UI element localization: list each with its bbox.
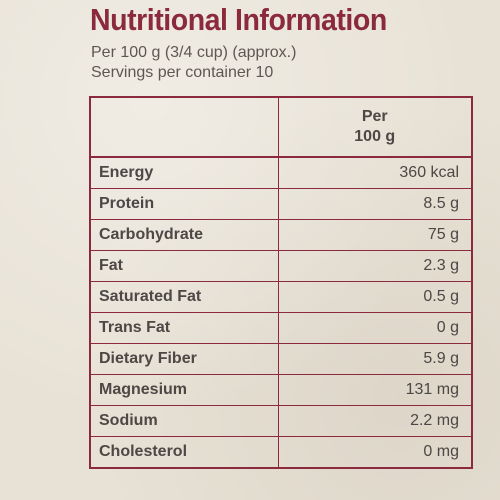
nutrition-title: Nutritional Information	[90, 2, 387, 37]
nutrient-value: 0 mg	[277, 436, 473, 469]
nutrient-value: 360 kcal	[277, 156, 473, 189]
table-row: Cholesterol 0 mg	[89, 436, 473, 469]
nutrition-table: Per 100 g Energy 360 kcal Protein 8.5 g …	[89, 96, 473, 469]
table-row: Protein 8.5 g	[89, 188, 473, 220]
table-row: Trans Fat 0 g	[89, 312, 473, 344]
nutrient-name: Energy	[89, 156, 279, 189]
column-header: Per 100 g	[277, 96, 473, 158]
table-row: Dietary Fiber 5.9 g	[89, 343, 473, 375]
nutrient-value: 8.5 g	[277, 188, 473, 220]
servings-per-container: Servings per container 10	[91, 64, 274, 81]
table-row: Carbohydrate 75 g	[89, 219, 473, 251]
table-row: Fat 2.3 g	[89, 250, 473, 282]
nutrient-value: 0.5 g	[277, 281, 473, 313]
nutrient-value: 2.3 g	[277, 250, 473, 282]
nutrient-name: Dietary Fiber	[89, 343, 279, 375]
nutrient-name: Cholesterol	[89, 436, 279, 469]
column-header-line2: 100 g	[354, 128, 396, 145]
nutrient-name: Saturated Fat	[89, 281, 279, 313]
table-row: Magnesium 131 mg	[89, 374, 473, 406]
table-header-row: Per 100 g	[89, 96, 473, 158]
nutrient-value: 131 mg	[277, 374, 473, 406]
nutrient-value: 0 g	[277, 312, 473, 344]
nutrient-name: Fat	[89, 250, 279, 282]
table-row: Energy 360 kcal	[89, 156, 473, 189]
table-row: Saturated Fat 0.5 g	[89, 281, 473, 313]
table-row: Sodium 2.2 mg	[89, 405, 473, 437]
nutrient-name: Trans Fat	[89, 312, 279, 344]
serving-size: Per 100 g (3/4 cup) (approx.)	[91, 44, 297, 61]
nutrient-name: Protein	[89, 188, 279, 220]
nutrient-value: 5.9 g	[277, 343, 473, 375]
nutrient-name: Carbohydrate	[89, 219, 279, 251]
nutrient-name: Magnesium	[89, 374, 279, 406]
nutrient-value: 2.2 mg	[277, 405, 473, 437]
nutrient-name: Sodium	[89, 405, 279, 437]
column-header-line1: Per	[361, 108, 388, 125]
nutrient-value: 75 g	[277, 219, 473, 251]
header-blank-cell	[89, 96, 279, 158]
